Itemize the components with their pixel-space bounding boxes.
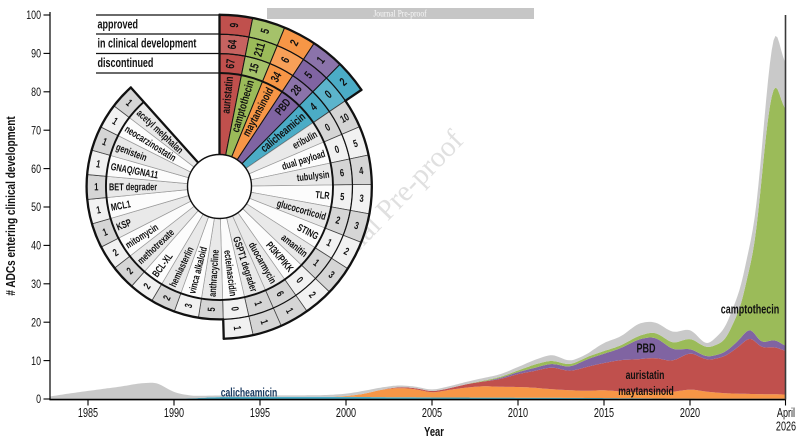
svg-text:90: 90 bbox=[31, 47, 41, 61]
svg-text:3: 3 bbox=[326, 269, 336, 281]
svg-text:211: 211 bbox=[252, 41, 268, 58]
svg-text:2: 2 bbox=[141, 281, 153, 291]
svg-text:4: 4 bbox=[358, 165, 364, 177]
svg-text:67: 67 bbox=[225, 58, 239, 69]
svg-text:2: 2 bbox=[124, 265, 135, 276]
svg-text:1: 1 bbox=[311, 257, 321, 269]
svg-text:KSP: KSP bbox=[115, 216, 133, 232]
svg-text:2005: 2005 bbox=[422, 407, 442, 421]
svg-text:9: 9 bbox=[229, 22, 242, 28]
svg-text:2: 2 bbox=[307, 289, 318, 300]
svg-text:5: 5 bbox=[259, 27, 273, 35]
svg-text:calicheamicin: calicheamicin bbox=[221, 387, 278, 400]
svg-text:2026: 2026 bbox=[776, 420, 796, 434]
svg-text:6: 6 bbox=[279, 55, 292, 65]
svg-text:discontinued: discontinued bbox=[98, 57, 154, 71]
svg-text:20: 20 bbox=[31, 316, 41, 330]
svg-text:6: 6 bbox=[339, 167, 344, 179]
svg-text:1: 1 bbox=[94, 181, 98, 192]
svg-text:30: 30 bbox=[31, 278, 41, 292]
svg-text:70: 70 bbox=[31, 124, 41, 138]
svg-text:2: 2 bbox=[289, 38, 302, 48]
svg-text:1: 1 bbox=[284, 306, 296, 315]
svg-text:5: 5 bbox=[352, 137, 359, 149]
svg-text:auristatin: auristatin bbox=[626, 370, 665, 383]
svg-text:# ADCs entering clinical devel: # ADCs entering clinical development bbox=[5, 116, 18, 295]
svg-text:2: 2 bbox=[342, 245, 351, 257]
svg-text:1: 1 bbox=[101, 226, 109, 238]
svg-text:80: 80 bbox=[31, 86, 41, 100]
svg-text:40: 40 bbox=[31, 239, 41, 253]
svg-text:Year: Year bbox=[424, 426, 444, 440]
svg-text:1: 1 bbox=[95, 204, 101, 216]
svg-text:5: 5 bbox=[206, 307, 218, 312]
svg-text:6: 6 bbox=[274, 289, 286, 298]
svg-text:2: 2 bbox=[338, 76, 350, 89]
svg-text:4: 4 bbox=[308, 101, 320, 114]
svg-text:approved: approved bbox=[98, 18, 138, 32]
svg-text:0: 0 bbox=[323, 89, 335, 102]
svg-text:2020: 2020 bbox=[680, 407, 700, 421]
svg-text:1985: 1985 bbox=[78, 407, 98, 421]
svg-text:0: 0 bbox=[229, 306, 241, 312]
svg-text:1: 1 bbox=[101, 136, 109, 148]
svg-text:3: 3 bbox=[183, 302, 195, 309]
svg-text:2: 2 bbox=[161, 294, 173, 303]
svg-text:64: 64 bbox=[227, 39, 241, 50]
svg-text:0: 0 bbox=[294, 275, 305, 286]
svg-text:1: 1 bbox=[110, 115, 120, 127]
svg-text:0: 0 bbox=[36, 393, 41, 407]
svg-text:in clinical development: in clinical development bbox=[98, 37, 197, 51]
svg-text:TLR: TLR bbox=[315, 189, 331, 202]
svg-text:2: 2 bbox=[334, 214, 341, 226]
svg-text:1: 1 bbox=[325, 237, 334, 249]
svg-text:5: 5 bbox=[303, 70, 316, 82]
svg-text:10: 10 bbox=[31, 354, 41, 368]
svg-text:BET degrader: BET degrader bbox=[109, 181, 158, 193]
svg-text:15: 15 bbox=[248, 62, 263, 75]
svg-text:0: 0 bbox=[333, 143, 340, 155]
svg-text:0: 0 bbox=[323, 121, 332, 133]
svg-text:ecteinascidin: ecteinascidin bbox=[222, 249, 239, 297]
svg-text:1: 1 bbox=[252, 300, 264, 308]
svg-text:2015: 2015 bbox=[594, 407, 614, 421]
svg-text:50: 50 bbox=[31, 201, 41, 215]
svg-text:April: April bbox=[777, 407, 795, 421]
svg-text:maytansinoid: maytansinoid bbox=[618, 386, 674, 399]
svg-text:1: 1 bbox=[315, 55, 328, 67]
svg-text:2000: 2000 bbox=[336, 407, 356, 421]
svg-text:1: 1 bbox=[258, 318, 270, 326]
svg-text:1990: 1990 bbox=[164, 407, 184, 421]
svg-text:camptothecin: camptothecin bbox=[721, 303, 779, 317]
svg-text:Journal Pre-proof: Journal Pre-proof bbox=[373, 8, 426, 19]
svg-text:100: 100 bbox=[26, 9, 41, 23]
svg-text:MCL1: MCL1 bbox=[110, 198, 132, 213]
svg-text:3: 3 bbox=[359, 192, 364, 204]
svg-text:60: 60 bbox=[31, 162, 41, 176]
svg-text:2: 2 bbox=[111, 247, 121, 259]
svg-text:1: 1 bbox=[231, 325, 243, 331]
svg-text:1: 1 bbox=[95, 158, 101, 170]
svg-text:tubulysin: tubulysin bbox=[296, 169, 330, 184]
svg-text:1995: 1995 bbox=[250, 407, 270, 421]
svg-text:5: 5 bbox=[340, 191, 345, 203]
svg-text:anthracycline: anthracycline bbox=[206, 249, 221, 297]
svg-text:auristatin: auristatin bbox=[220, 76, 236, 114]
svg-text:PBD: PBD bbox=[637, 342, 656, 356]
svg-text:2010: 2010 bbox=[508, 407, 528, 421]
svg-text:3: 3 bbox=[353, 220, 360, 232]
svg-text:1: 1 bbox=[124, 97, 135, 108]
